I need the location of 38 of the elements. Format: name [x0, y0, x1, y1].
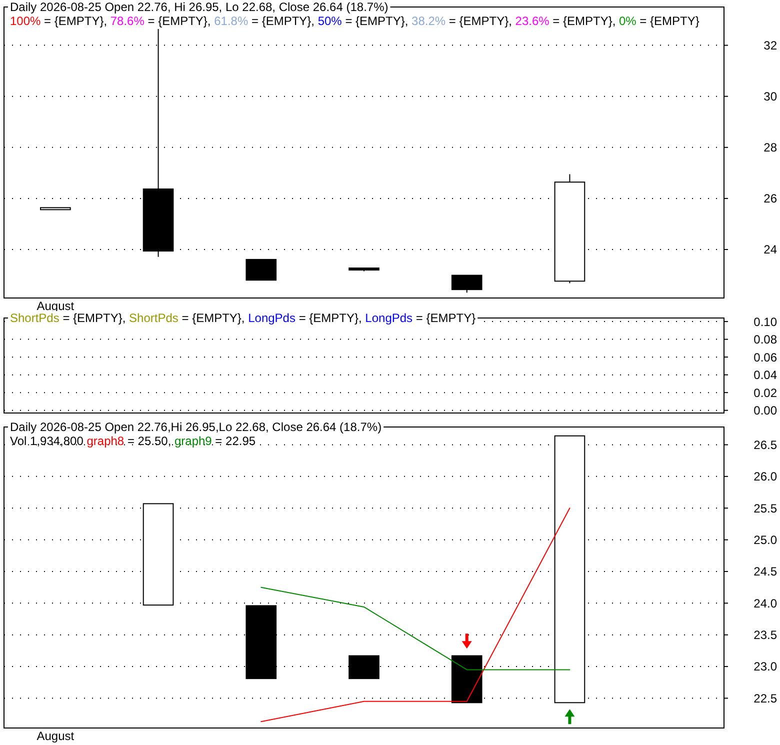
y-tick-label: 26 — [764, 192, 778, 206]
y-tick-label: 23.5 — [754, 628, 778, 642]
y-tick-label: 23.0 — [754, 660, 778, 674]
y-tick-label: 25.0 — [754, 532, 778, 547]
y-tick-label: 0.08 — [754, 332, 778, 347]
legend-label: 38.2% = {EMPTY}, — [412, 14, 512, 28]
x-tick-label: August — [36, 729, 75, 744]
x-tick-label: August — [36, 299, 75, 314]
y-tick-label: 22.5 — [754, 691, 778, 706]
y-tick-label: 28 — [764, 140, 778, 155]
legend-label: ShortPds = {EMPTY}, — [129, 311, 245, 326]
legend-label: 61.8% = {EMPTY}, — [214, 14, 315, 28]
y-tick-label: 0.00 — [754, 404, 778, 418]
legend-label: 0% = {EMPTY} — [618, 14, 700, 28]
y-tick-label: 26.5 — [754, 438, 778, 452]
y-tick-label: 0.10 — [754, 314, 778, 329]
y-tick-label: 26.0 — [754, 470, 778, 484]
legend-label: 100% = {EMPTY}, — [10, 14, 108, 28]
legend-label: 78.6% = {EMPTY}, — [110, 14, 211, 28]
text: graph9 = 22.95 — [174, 434, 256, 448]
y-tick-label: 0.02 — [754, 386, 778, 400]
legend-label: ShortPds = {EMPTY}, — [10, 311, 126, 326]
legend-label: 23.6% = {EMPTY}, — [515, 14, 616, 28]
y-tick-label: 30 — [764, 90, 778, 104]
annotation: Vol 1,934,800 — [10, 434, 84, 448]
chart-title: Daily 2026-08-25 Open 22.76, Hi 26.95, Lo 22.68, Close 26.64 (18.7%) — [10, 0, 388, 14]
legend-label: 50% = {EMPTY}, — [318, 14, 408, 28]
y-tick-label: 25.5 — [754, 501, 778, 516]
legend-label: LongPds = {EMPTY} — [365, 311, 476, 326]
y-tick-label: 0.06 — [754, 350, 778, 364]
y-tick-label: 0.04 — [754, 368, 778, 382]
chart-title: Daily 2026-08-25 Open 22.76,Hi 26.95,Lo 22.68, Close 26.64 (18.7%) — [10, 420, 382, 434]
y-tick-label: 24 — [764, 242, 778, 257]
y-tick-label: 24.5 — [754, 564, 778, 579]
y-tick-label: 32 — [764, 38, 778, 52]
text: graph8 = 25.50, — [86, 434, 172, 448]
legend-label: LongPds = {EMPTY}, — [248, 311, 362, 326]
y-tick-label: 24.0 — [754, 596, 778, 610]
